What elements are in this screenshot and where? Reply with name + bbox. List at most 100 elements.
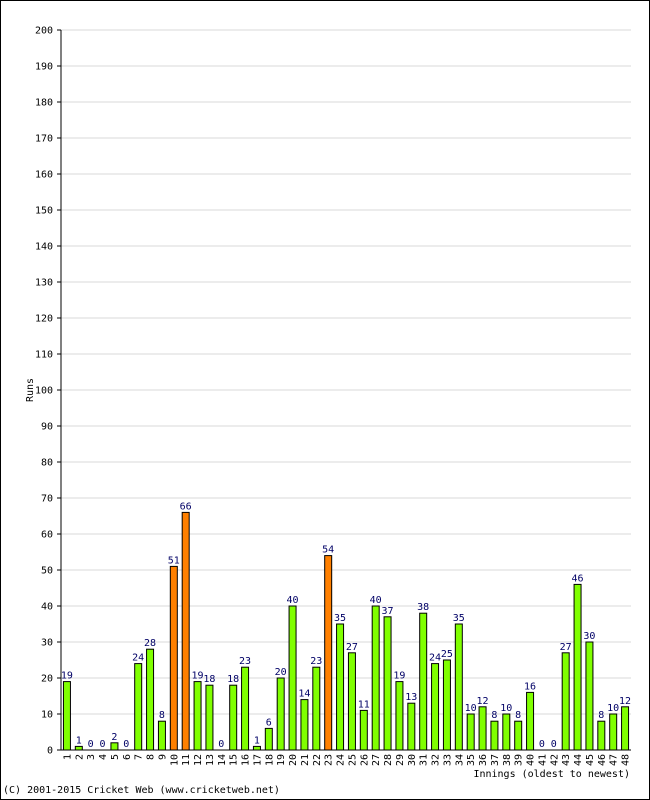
x-tick-label: 37 [490, 754, 501, 766]
y-tick-label: 150 [35, 206, 53, 217]
bar-value-label: 2 [111, 732, 117, 743]
bar [454, 623, 463, 751]
bar-value-label: 46 [572, 573, 584, 584]
x-tick-label: 7 [134, 754, 145, 760]
bar [597, 720, 606, 751]
bar [312, 666, 321, 751]
bar [336, 623, 345, 751]
x-tick-label: 47 [609, 754, 620, 766]
x-tick-label: 42 [549, 754, 560, 766]
x-tick-label: 1 [62, 754, 73, 760]
bar [371, 605, 380, 751]
bar-value-label: 6 [266, 717, 272, 728]
y-tick-label: 120 [35, 314, 53, 325]
x-tick-label: 38 [502, 754, 513, 766]
y-tick-label: 10 [41, 710, 53, 721]
bar [502, 713, 511, 751]
bar-value-label: 1 [254, 735, 260, 746]
x-tick-label: 9 [157, 754, 168, 760]
bar-value-label: 10 [500, 703, 512, 714]
x-tick-label: 48 [621, 754, 632, 766]
bar-value-label: 37 [382, 606, 394, 617]
bar-value-label: 27 [560, 642, 572, 653]
bar [169, 565, 178, 751]
bar [347, 652, 356, 751]
bar-value-label: 0 [88, 739, 94, 750]
bar-value-label: 1 [76, 735, 82, 746]
y-tick-label: 110 [35, 350, 53, 361]
y-axis-title: Runs [25, 378, 36, 402]
y-tick-label: 190 [35, 62, 53, 73]
y-tick-label: 100 [35, 386, 53, 397]
bar-value-label: 0 [551, 739, 557, 750]
bar [276, 677, 285, 751]
x-tick-label: 14 [217, 754, 228, 766]
bar-value-label: 18 [227, 674, 239, 685]
bar [395, 681, 404, 751]
bar [383, 616, 392, 751]
x-tick-label: 26 [359, 754, 370, 766]
bar [490, 720, 499, 751]
bar-value-label: 0 [123, 739, 129, 750]
bar [134, 663, 143, 751]
x-tick-label: 29 [395, 754, 406, 766]
x-tick-label: 3 [86, 754, 97, 760]
y-tick-label: 180 [35, 98, 53, 109]
bar-value-label: 18 [203, 674, 215, 685]
bar-value-label: 8 [159, 710, 165, 721]
x-tick-label: 19 [276, 754, 287, 766]
x-tick-label: 45 [585, 754, 596, 766]
bar-value-label: 19 [61, 671, 73, 682]
bar [442, 659, 451, 751]
bar-value-label: 8 [515, 710, 521, 721]
y-tick-label: 60 [41, 530, 53, 541]
bar-value-label: 38 [417, 602, 429, 613]
bar-value-label: 8 [491, 710, 497, 721]
x-tick-label: 30 [407, 754, 418, 766]
bar-value-label: 24 [132, 653, 144, 664]
x-tick-label: 12 [193, 754, 204, 766]
y-tick-label: 0 [47, 746, 53, 757]
x-tick-label: 44 [573, 754, 584, 766]
x-tick-label: 15 [229, 754, 240, 766]
bar-value-label: 66 [180, 501, 192, 512]
y-tick-label: 200 [35, 26, 53, 37]
bar-value-label: 27 [346, 642, 358, 653]
bar-value-label: 25 [441, 649, 453, 660]
bar [146, 648, 155, 751]
bar [621, 706, 630, 751]
x-tick-label: 4 [98, 754, 109, 760]
bar [431, 663, 440, 751]
y-tick-label: 80 [41, 458, 53, 469]
x-tick-label: 41 [537, 754, 548, 766]
bar-value-label: 16 [524, 681, 536, 692]
bar [181, 511, 190, 751]
x-tick-label: 17 [252, 754, 263, 766]
bar-value-label: 54 [322, 545, 334, 556]
x-tick-label: 16 [241, 754, 252, 766]
bar-value-label: 51 [168, 555, 180, 566]
bar-value-label: 28 [144, 638, 156, 649]
bar [74, 745, 83, 751]
x-tick-label: 43 [561, 754, 572, 766]
bar [193, 681, 202, 751]
x-tick-label: 34 [454, 754, 465, 766]
bar-value-label: 40 [287, 595, 299, 606]
bar-value-label: 12 [619, 696, 631, 707]
y-tick-label: 40 [41, 602, 53, 613]
bar [62, 681, 71, 751]
x-tick-label: 28 [383, 754, 394, 766]
bar [324, 555, 333, 751]
bar-value-label: 10 [607, 703, 619, 714]
y-tick-label: 170 [35, 134, 53, 145]
x-tick-label: 22 [312, 754, 323, 766]
x-tick-label: 20 [288, 754, 299, 766]
bar [157, 720, 166, 751]
bar [478, 706, 487, 751]
y-tick-label: 130 [35, 278, 53, 289]
bar-value-label: 14 [298, 689, 310, 700]
bar [241, 666, 250, 751]
x-tick-label: 2 [74, 754, 85, 760]
bar-value-label: 23 [310, 656, 322, 667]
copyright-text: (C) 2001-2015 Cricket Web (www.cricketwe… [3, 785, 280, 796]
